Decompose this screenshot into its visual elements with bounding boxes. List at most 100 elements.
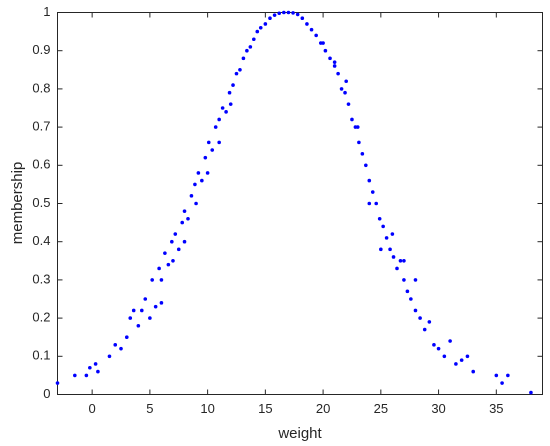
point bbox=[196, 171, 201, 175]
point bbox=[286, 10, 291, 15]
x-tick-label: 10 bbox=[200, 401, 214, 416]
point bbox=[180, 220, 185, 225]
x-axis-label: weight bbox=[277, 425, 322, 442]
point bbox=[159, 301, 164, 305]
point bbox=[194, 201, 198, 206]
point bbox=[432, 343, 436, 347]
point bbox=[159, 278, 164, 282]
x-tick-label: 15 bbox=[258, 401, 272, 416]
point bbox=[228, 102, 233, 106]
point bbox=[454, 362, 458, 366]
point bbox=[314, 33, 318, 38]
point bbox=[231, 83, 235, 87]
point bbox=[73, 373, 77, 378]
point bbox=[374, 201, 379, 206]
y-tick-label: 0.5 bbox=[32, 195, 50, 210]
point bbox=[55, 381, 60, 385]
point bbox=[323, 48, 328, 53]
point bbox=[210, 148, 215, 152]
point bbox=[336, 71, 340, 76]
point bbox=[131, 308, 136, 313]
point bbox=[422, 327, 427, 332]
point bbox=[255, 29, 260, 34]
x-tick-label: 25 bbox=[374, 401, 388, 416]
point bbox=[189, 194, 194, 198]
y-axis-label: membership bbox=[9, 162, 26, 245]
point bbox=[291, 11, 295, 15]
point bbox=[494, 373, 499, 378]
point bbox=[370, 190, 375, 194]
y-tick-label: 0.6 bbox=[32, 157, 50, 172]
point bbox=[355, 125, 360, 129]
point bbox=[448, 339, 452, 343]
point bbox=[238, 68, 242, 72]
point bbox=[384, 236, 389, 240]
point bbox=[213, 125, 218, 129]
point bbox=[364, 163, 368, 168]
point bbox=[157, 266, 161, 271]
x-tick-label: 35 bbox=[489, 401, 503, 416]
point bbox=[413, 278, 418, 282]
point bbox=[227, 90, 232, 95]
point bbox=[402, 278, 406, 282]
point bbox=[88, 365, 92, 370]
point bbox=[163, 251, 167, 255]
point bbox=[143, 297, 148, 301]
y-tick-label: 0.2 bbox=[32, 310, 50, 325]
point bbox=[119, 346, 123, 351]
x-tick-label: 20 bbox=[316, 401, 330, 416]
point bbox=[343, 90, 347, 95]
point bbox=[328, 56, 332, 61]
y-tick-label: 0.1 bbox=[32, 348, 50, 363]
point bbox=[436, 346, 441, 351]
point bbox=[171, 259, 175, 263]
point bbox=[139, 308, 144, 313]
point bbox=[409, 297, 413, 301]
point bbox=[203, 155, 208, 160]
point bbox=[367, 178, 372, 183]
point bbox=[148, 316, 152, 320]
point bbox=[367, 201, 372, 206]
point bbox=[442, 354, 447, 359]
point bbox=[332, 60, 337, 64]
y-tick-label: 0.8 bbox=[32, 80, 50, 95]
point bbox=[282, 10, 286, 15]
point bbox=[93, 362, 98, 366]
point bbox=[217, 140, 221, 145]
point bbox=[193, 182, 197, 187]
point bbox=[258, 25, 263, 30]
y-tick-label: 0.9 bbox=[32, 42, 50, 57]
point bbox=[418, 316, 422, 320]
point bbox=[248, 45, 253, 49]
point bbox=[84, 373, 89, 378]
point bbox=[388, 247, 392, 252]
y-tick-label: 0.7 bbox=[32, 119, 50, 134]
point bbox=[506, 373, 510, 378]
point bbox=[173, 232, 178, 236]
point bbox=[263, 22, 268, 26]
point bbox=[427, 320, 432, 324]
point bbox=[300, 16, 305, 21]
point bbox=[413, 308, 418, 313]
point bbox=[205, 171, 210, 175]
point bbox=[344, 79, 348, 84]
point bbox=[471, 369, 476, 374]
point bbox=[295, 12, 300, 17]
point bbox=[332, 64, 337, 68]
point bbox=[391, 255, 396, 259]
point bbox=[360, 152, 365, 156]
point bbox=[241, 56, 246, 61]
point bbox=[309, 27, 314, 32]
point bbox=[277, 11, 282, 16]
point bbox=[182, 209, 187, 213]
point bbox=[459, 358, 464, 362]
point bbox=[268, 16, 272, 21]
point bbox=[252, 37, 256, 42]
point bbox=[186, 216, 190, 221]
point bbox=[500, 381, 504, 385]
point bbox=[124, 335, 129, 340]
point bbox=[113, 343, 118, 347]
point bbox=[321, 41, 325, 45]
